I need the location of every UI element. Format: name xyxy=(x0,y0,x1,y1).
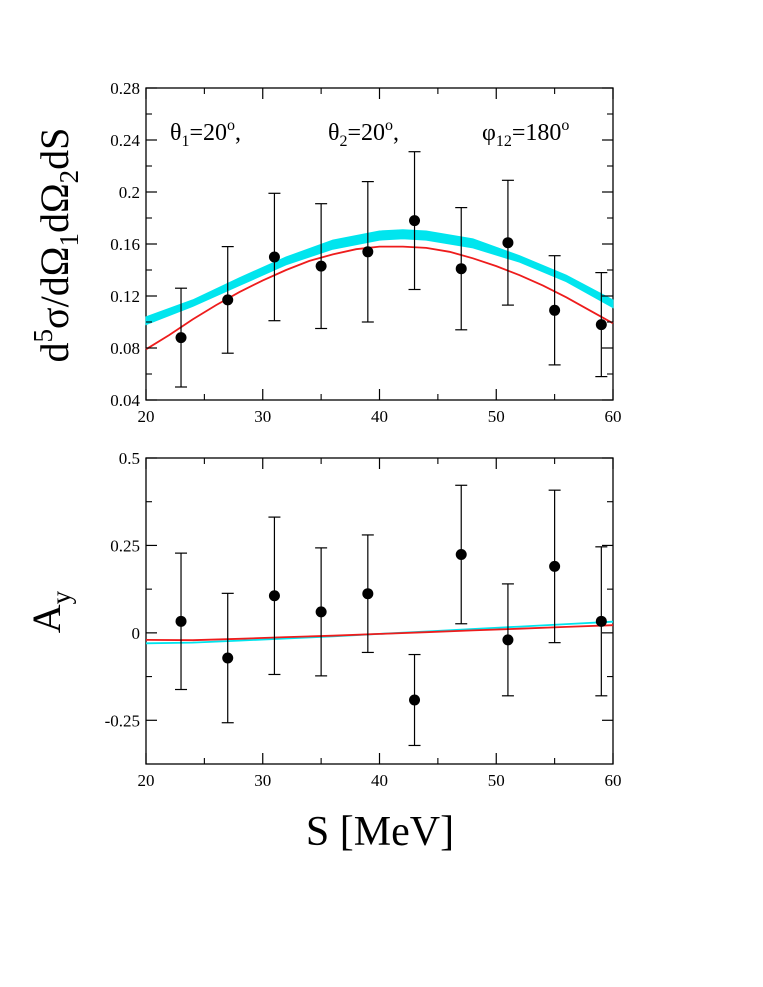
top-x-tick-labels: 20 30 40 50 60 xyxy=(138,407,622,426)
x-tick-label: 20 xyxy=(138,407,155,426)
point-marker xyxy=(455,549,467,561)
top-ticks xyxy=(145,87,614,401)
data-point xyxy=(595,546,608,697)
point-marker xyxy=(315,606,327,618)
point-marker xyxy=(409,215,421,227)
point-marker xyxy=(595,319,607,331)
data-point xyxy=(315,203,328,330)
top-points xyxy=(175,151,608,388)
point-marker xyxy=(502,237,514,249)
y-tick-label: 0.2 xyxy=(119,183,140,202)
point-marker xyxy=(315,260,327,272)
data-point xyxy=(548,489,561,644)
annotation-phi12: φ12=180o xyxy=(482,117,569,150)
point-marker xyxy=(409,694,421,706)
top-panel: 20 30 40 50 60 0.040.080.120.160.20.240.28 θ… xyxy=(28,79,622,426)
data-point xyxy=(361,181,374,323)
data-point xyxy=(268,516,281,676)
point-marker xyxy=(268,590,280,602)
x-tick-label: 30 xyxy=(254,407,271,426)
point-marker xyxy=(455,263,467,275)
point-marker xyxy=(175,332,187,344)
bottom-ticks xyxy=(145,457,614,764)
data-point xyxy=(408,653,421,747)
point-marker xyxy=(549,304,561,316)
point-marker xyxy=(222,652,234,664)
x-axis-label: S [MeV] xyxy=(306,809,454,855)
data-point xyxy=(501,179,514,306)
data-point xyxy=(221,592,234,724)
data-point xyxy=(221,246,234,354)
data-point xyxy=(455,207,468,331)
x-tick-label: 40 xyxy=(371,407,388,426)
x-tick-label: 60 xyxy=(605,771,622,790)
y-tick-label: 0.5 xyxy=(119,449,140,468)
bottom-plot-frame xyxy=(145,457,614,765)
x-tick-label: 50 xyxy=(488,407,505,426)
y-tick-label: 0.04 xyxy=(110,391,140,410)
data-point xyxy=(548,255,561,366)
x-tick-label: 50 xyxy=(488,771,505,790)
point-marker xyxy=(502,634,514,646)
y-tick-label: 0.16 xyxy=(110,235,140,254)
top-cyan-band xyxy=(145,229,614,326)
y-tick-label: 0.08 xyxy=(110,339,140,358)
point-marker xyxy=(595,615,607,627)
data-point xyxy=(361,534,374,654)
bottom-y-tick-labels: -0.25 0 0.25 0.5 xyxy=(105,449,140,730)
point-marker xyxy=(362,588,374,600)
y-tick-label: 0.12 xyxy=(110,287,140,306)
data-point xyxy=(175,287,188,388)
data-point xyxy=(408,151,421,291)
y-tick-label: 0.24 xyxy=(110,131,140,150)
data-point xyxy=(175,552,188,691)
x-tick-label: 20 xyxy=(138,771,155,790)
y-tick-label: 0.28 xyxy=(110,79,140,98)
data-point xyxy=(501,583,514,697)
bottom-panel: 20 30 40 50 60 -0.25 0 0.25 0.5 Ay S [MeV] xyxy=(24,449,622,855)
x-tick-label: 60 xyxy=(605,407,622,426)
data-point xyxy=(455,484,468,625)
bottom-y-axis-label: Ay xyxy=(24,590,76,633)
bottom-points xyxy=(175,484,608,747)
point-marker xyxy=(175,615,187,627)
y-tick-label: -0.25 xyxy=(105,711,140,730)
x-tick-label: 30 xyxy=(254,771,271,790)
point-marker xyxy=(222,294,234,306)
top-y-axis-label: d5σ/dΩ1dΩ2dS xyxy=(28,128,84,363)
data-point xyxy=(268,192,281,322)
y-tick-label: 0 xyxy=(132,624,141,643)
y-tick-label: 0.25 xyxy=(110,536,140,555)
bot-curve-red xyxy=(145,624,614,642)
point-marker xyxy=(362,246,374,258)
bottom-x-tick-labels: 20 30 40 50 60 xyxy=(138,771,622,790)
top-plot-frame xyxy=(145,87,614,401)
bottom-curves xyxy=(145,620,614,645)
point-marker xyxy=(549,560,561,572)
top-y-tick-labels: 0.04 0.08 0.12 0.16 0.2 0.24 0.28 xyxy=(110,79,140,410)
data-point xyxy=(595,272,608,378)
x-tick-label: 40 xyxy=(371,771,388,790)
data-point xyxy=(315,547,328,677)
point-marker xyxy=(268,251,280,263)
